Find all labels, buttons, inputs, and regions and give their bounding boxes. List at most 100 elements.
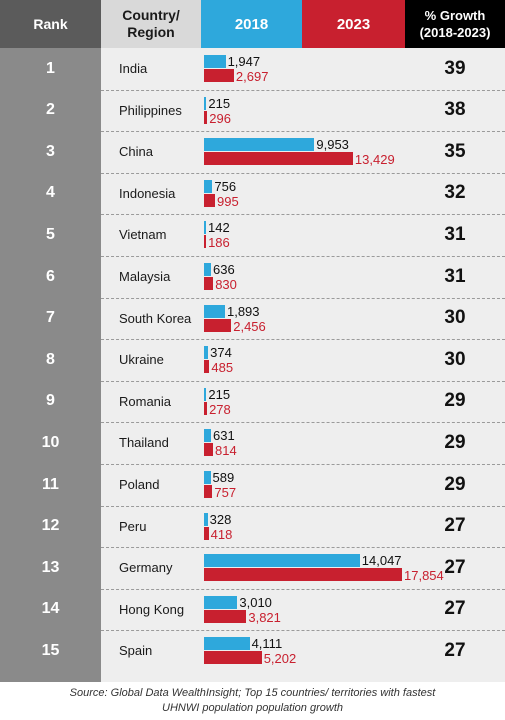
- value-label-2018: 3,010: [239, 594, 272, 610]
- growth-value: 27: [444, 556, 466, 578]
- bar-2023: [204, 152, 353, 166]
- bar-2023: [204, 277, 214, 290]
- table-row: 1 India 1,947 2,697 39: [0, 48, 505, 89]
- row-separator: [101, 505, 505, 507]
- bar-2018: [204, 471, 211, 484]
- bar-2018: [204, 595, 238, 609]
- rank-label: 11: [42, 475, 59, 493]
- value-label-2023: 418: [210, 526, 233, 542]
- value-label-2018: 4,111: [251, 636, 283, 652]
- growth-value: 35: [444, 140, 466, 162]
- bar-2018: [204, 387, 207, 401]
- rank-label: 1: [46, 59, 55, 77]
- bar-2023: [204, 526, 209, 540]
- value-label-2018: 589: [212, 470, 235, 485]
- row-separator: [101, 89, 505, 91]
- table-row: 8 Ukraine 374 485 30: [0, 339, 505, 380]
- growth-value: 39: [444, 57, 466, 79]
- country-label: Germany: [119, 560, 173, 576]
- growth-value: 38: [444, 99, 466, 121]
- rank-label: 5: [46, 225, 55, 243]
- value-label-2023: 296: [209, 110, 231, 126]
- bar-2018: [204, 263, 212, 276]
- country-label: Malaysia: [119, 269, 171, 284]
- rank-label: 12: [41, 517, 60, 535]
- header-2018: 2018: [201, 0, 302, 48]
- value-label-2023: 17,854: [404, 568, 444, 584]
- table-row: 5 Vietnam 142 186 31: [0, 214, 505, 255]
- rank-label: 4: [46, 184, 55, 202]
- bar-2018: [204, 512, 208, 526]
- value-label-2018: 215: [208, 386, 231, 402]
- country-label: Thailand: [119, 435, 169, 451]
- bar-2023: [204, 609, 247, 623]
- header-2023: 2023: [302, 0, 405, 48]
- bar-2023: [204, 235, 207, 249]
- header-growth: % Growth (2018-2023): [405, 0, 505, 48]
- value-label-2018: 631: [212, 428, 235, 444]
- bar-2023: [204, 69, 234, 82]
- value-label-2023: 2,697: [235, 69, 269, 84]
- value-label-2018: 1,947: [227, 54, 261, 69]
- bar-2023: [204, 568, 402, 582]
- row-separator: [101, 380, 505, 382]
- table-row: 4 Indonesia 756 995 32: [0, 172, 505, 214]
- bar-2018: [204, 429, 211, 443]
- value-label-2023: 278: [209, 401, 231, 417]
- row-separator: [101, 588, 505, 590]
- country-label: Vietnam: [119, 227, 167, 243]
- header-country: Country/ Region: [101, 0, 201, 48]
- rank-label: 8: [46, 350, 55, 368]
- growth-value: 31: [444, 223, 466, 245]
- growth-value: 29: [444, 431, 466, 453]
- table-row: 9 Romania 215 278 29: [0, 380, 505, 422]
- bar-2023: [204, 318, 232, 332]
- country-label: Philippines: [119, 102, 182, 118]
- country-label: Ukraine: [119, 352, 164, 368]
- row-separator: [101, 297, 505, 299]
- bar-2018: [204, 96, 207, 110]
- bar-2023: [204, 651, 262, 665]
- rank-label: 9: [46, 392, 55, 410]
- bar-2023: [204, 110, 208, 124]
- value-label-2023: 814: [215, 443, 237, 459]
- bar-2018: [204, 346, 209, 360]
- growth-value: 29: [444, 473, 466, 495]
- growth-value: 30: [444, 348, 466, 370]
- value-label-2018: 14,047: [361, 553, 402, 569]
- rank-label: 10: [41, 433, 60, 451]
- value-label-2018: 374: [210, 345, 232, 361]
- table-row: 11 Poland 589 757 29: [0, 464, 505, 505]
- row-separator: [101, 464, 505, 465]
- row-separator: [101, 630, 505, 632]
- table-row: 3 China 9,953 13,429 35: [0, 131, 505, 172]
- row-separator: [101, 547, 505, 549]
- rank-label: 3: [46, 142, 55, 160]
- country-label: Spain: [119, 643, 153, 659]
- row-separator: [101, 172, 505, 174]
- value-label-2018: 142: [208, 220, 230, 236]
- bar-2023: [204, 485, 213, 498]
- rank-label: 13: [41, 558, 60, 576]
- country-label: Indonesia: [119, 185, 176, 201]
- table-row: 7 South Korea 1,893 2,456 30: [0, 297, 505, 339]
- bar-2018: [204, 179, 213, 193]
- row-separator: [101, 214, 505, 216]
- value-label-2023: 757: [214, 485, 237, 500]
- bar-2018: [204, 304, 225, 318]
- bar-2018: [204, 554, 360, 568]
- table-row: 2 Philippines 215 296 38: [0, 89, 505, 131]
- value-label-2023: 186: [208, 235, 230, 251]
- header-rank: Rank: [0, 0, 101, 48]
- value-label-2023: 13,429: [354, 152, 395, 168]
- bar-2018: [204, 55, 226, 68]
- bar-2018: [204, 221, 206, 235]
- value-label-2023: 995: [217, 193, 239, 209]
- value-label-2023: 2,456: [233, 318, 266, 334]
- bar-2023: [204, 401, 208, 415]
- bar-2023: [204, 360, 210, 374]
- country-label: Hong Kong: [119, 601, 185, 617]
- growth-value: 27: [444, 598, 466, 620]
- value-label-2023: 830: [215, 277, 237, 292]
